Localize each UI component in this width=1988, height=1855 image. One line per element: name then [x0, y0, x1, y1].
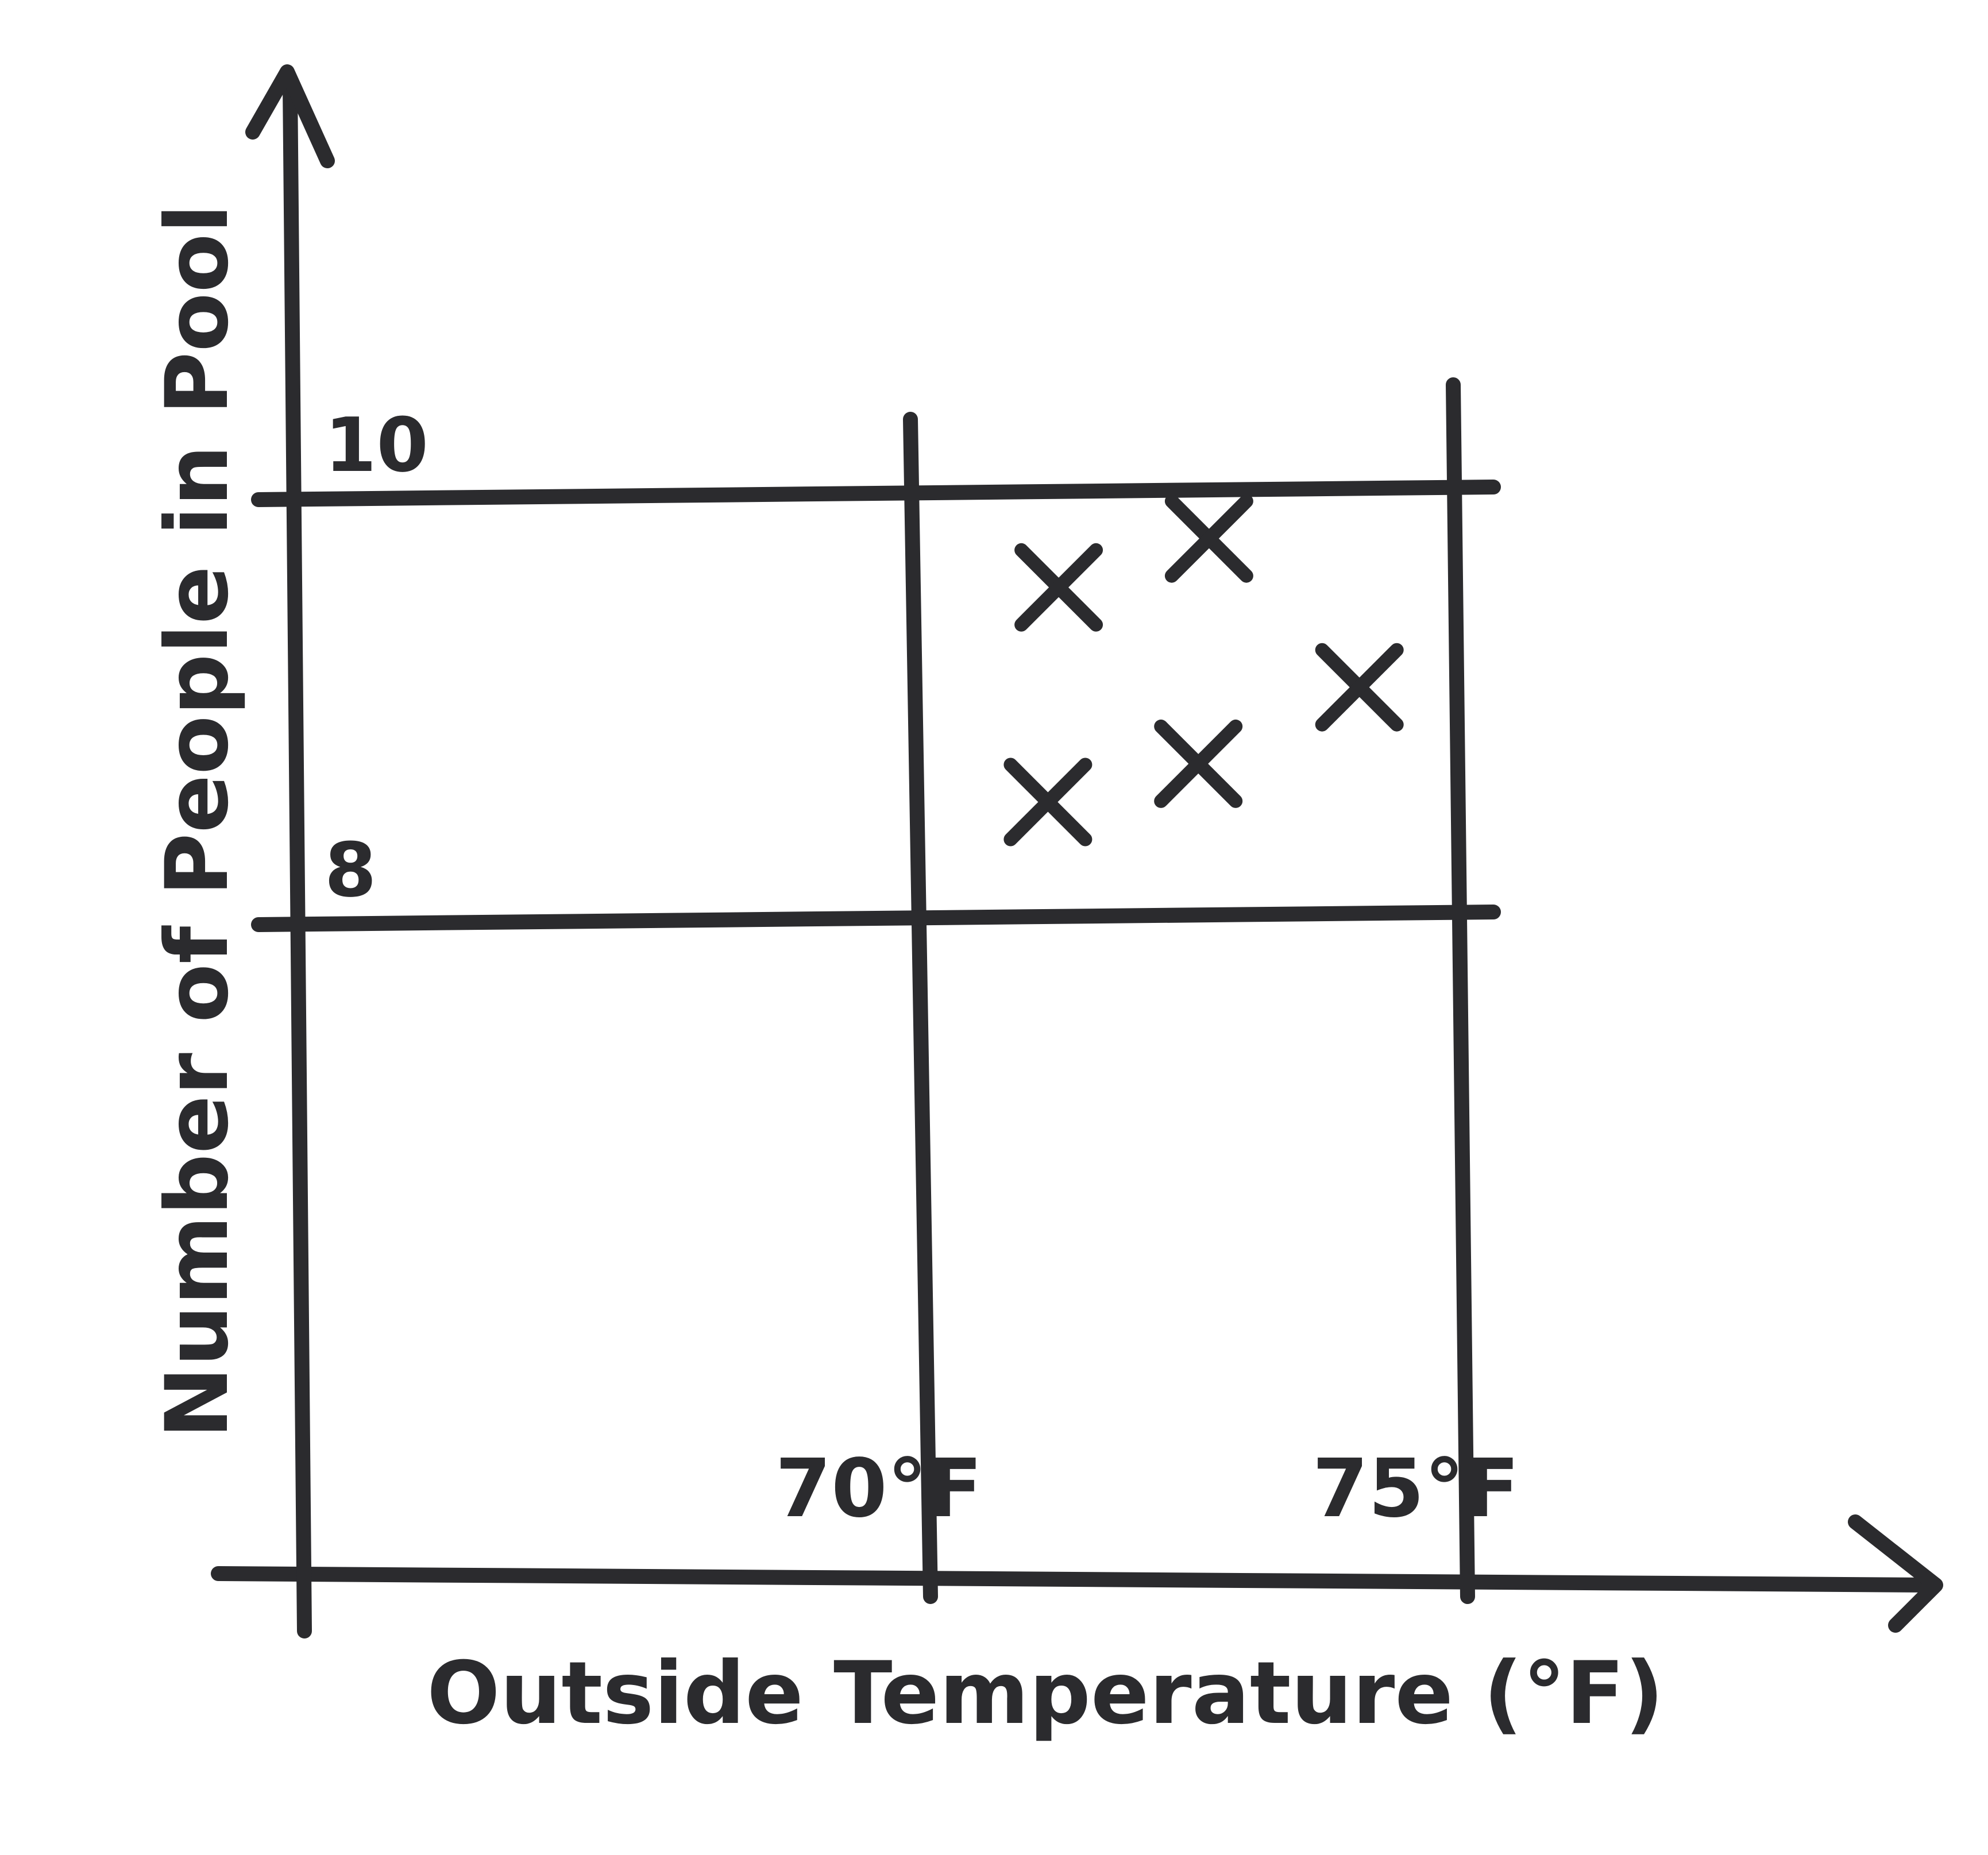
x-axis-label: Outside Temperature (°F) — [427, 1644, 1664, 1744]
data-point-4 — [1164, 494, 1253, 583]
x-axis-arrowhead — [1848, 1514, 1943, 1633]
y-gridline-8 — [251, 905, 1501, 932]
data-point-2 — [1014, 543, 1103, 632]
tick-label-layer: 70°F 75°F 8 10 — [325, 401, 1519, 1536]
x-tick-label-75: 75°F — [1313, 1442, 1519, 1536]
x-tick-label-70: 70°F — [775, 1442, 982, 1536]
axes-layer — [211, 64, 1943, 1638]
data-point-1 — [1003, 758, 1093, 847]
y-gridline-10 — [251, 480, 1501, 507]
data-point-5 — [1315, 643, 1404, 732]
grid-layer — [251, 377, 1501, 1604]
y-axis-arrowhead — [245, 64, 335, 168]
x-gridline-75 — [1446, 377, 1475, 1604]
y-tick-label-8: 8 — [325, 826, 376, 914]
x-axis — [211, 1566, 1937, 1593]
points-layer — [1003, 494, 1404, 847]
y-axis-label: Number of People in Pool — [148, 204, 248, 1439]
x-gridline-70 — [903, 412, 938, 1604]
y-axis — [283, 79, 312, 1638]
data-point-3 — [1154, 719, 1243, 808]
y-tick-label-10: 10 — [325, 401, 429, 489]
